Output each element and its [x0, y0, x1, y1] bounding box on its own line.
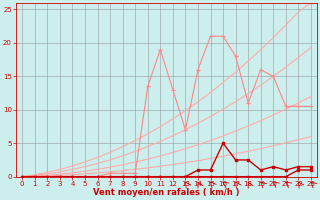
X-axis label: Vent moyen/en rafales ( km/h ): Vent moyen/en rafales ( km/h ) — [93, 188, 240, 197]
